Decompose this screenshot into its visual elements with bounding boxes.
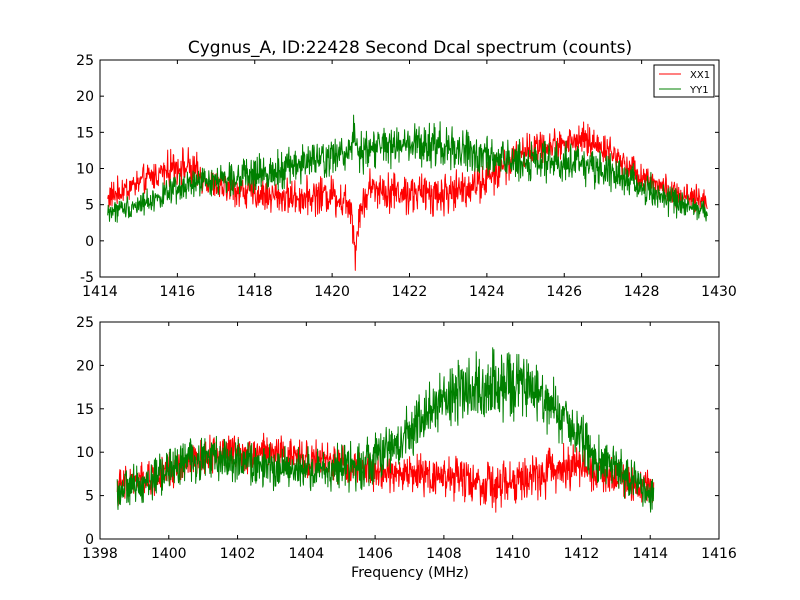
bottom-y-tick-label: 0 [85,532,94,548]
top-x-tick-label: 1420 [314,284,350,300]
legend-label-yy1: YY1 [689,85,709,96]
bottom-y-tick-label: 10 [76,445,94,461]
bottom-x-tick-label: 1404 [289,546,325,562]
bottom-y-tick-label: 25 [76,315,94,331]
bottom-x-tick-label: 1416 [701,546,737,562]
bottom-x-tick-label: 1414 [632,546,668,562]
top-chart: 1414 1416 1418 1420 1422 1424 1426 1428 1430 -5 0 5… [76,53,737,300]
top-y-tick-label: 25 [76,53,94,69]
top-y-tick-label: 0 [85,234,94,250]
bottom-y-tick-label: 20 [76,358,94,374]
top-x-tick-label: 1418 [237,284,273,300]
bottom-plot-frame [99,321,720,540]
series-line-yy1 [116,347,655,513]
legend-label-xx1: XX1 [690,70,710,81]
bottom-chart-xlabel: Frequency (MHz) [351,565,469,581]
top-chart-title: Cygnus_A, ID:22428 Second Dcal spectrum … [188,38,632,58]
top-y-tick-label: 20 [76,89,94,105]
top-x-tick-label: 1424 [469,284,505,300]
bottom-y-tick-label: 5 [85,489,94,505]
top-x-tick-label: 1414 [82,284,118,300]
bottom-x-tick-label: 1398 [82,546,118,562]
legend-box [653,64,715,98]
bottom-x-tick-label: 1412 [564,546,600,562]
bottom-x-tick-label: 1410 [495,546,531,562]
series-line-yy1 [107,114,708,223]
bottom-x-tick-label: 1400 [151,546,187,562]
bottom-x-tick-label: 1408 [426,546,462,562]
top-y-tick-label: 5 [85,198,94,214]
top-x-tick-label: 1426 [546,284,582,300]
top-x-tick-label: 1428 [624,284,660,300]
bottom-x-tick-label: 1402 [220,546,256,562]
top-x-tick-label: 1416 [160,284,196,300]
top-x-tick-label: 1422 [392,284,428,300]
top-y-tick-label: 15 [76,125,94,141]
bottom-chart: 1398 1400 1402 1404 1406 1408 1410 1412 1414 1416… [76,315,737,562]
bottom-x-tick-label: 1406 [357,546,393,562]
top-x-tick-label: 1430 [701,284,737,300]
top-y-tick-label: -5 [80,270,94,286]
top-y-tick-label: 10 [76,162,94,178]
bottom-y-tick-label: 15 [76,402,94,418]
